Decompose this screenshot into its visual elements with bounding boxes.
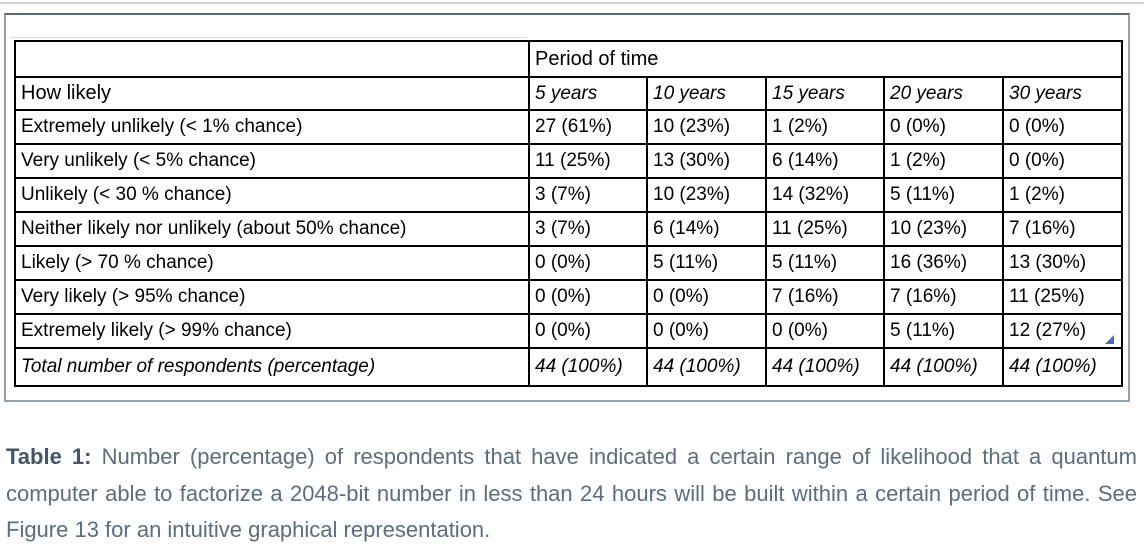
column-header-row: How likely 5 years 10 years 15 years 20 …: [14, 76, 1124, 111]
cell-value: 13 (30%): [1001, 245, 1124, 281]
cell-value: 5 (11%): [646, 245, 767, 281]
cell-value: 0 (0%): [528, 313, 648, 349]
cell-value: 12 (27%): [1001, 313, 1124, 349]
total-cell-value: 44 (100%): [528, 347, 648, 387]
cell-value: 0 (0%): [1001, 109, 1124, 145]
column-header-20-years: 20 years: [883, 76, 1004, 111]
cell-value: 11 (25%): [765, 211, 885, 247]
cell-value: 1 (2%): [765, 109, 885, 145]
cell-value: 3 (7%): [528, 211, 648, 247]
column-header-10-years: 10 years: [646, 76, 767, 111]
cell-value: 0 (0%): [646, 279, 767, 315]
cell-value: 0 (0%): [528, 279, 648, 315]
column-header-15-years: 15 years: [765, 76, 885, 111]
cell-value: 10 (23%): [646, 177, 767, 213]
empty-corner-cell: [14, 40, 530, 78]
table-total-row: Total number of respondents (percentage)…: [14, 347, 1124, 387]
total-row-label: Total number of respondents (percentage): [14, 347, 530, 387]
cell-value: 11 (25%): [1001, 279, 1124, 315]
cell-value: 10 (23%): [883, 211, 1004, 247]
spreadsheet-faint-gridline: [10, 37, 527, 38]
cell-value: 1 (2%): [1001, 177, 1124, 213]
column-header-5-years: 5 years: [528, 76, 648, 111]
results-table: Period of time How likely 5 years 10 yea…: [14, 40, 1124, 387]
cell-value: 1 (2%): [883, 143, 1004, 179]
table-row-neither: Neither likely nor unlikely (about 50% c…: [14, 211, 1124, 247]
period-header-row: Period of time: [14, 40, 1124, 78]
caption-label: Table 1:: [6, 444, 92, 469]
cell-value: 0 (0%): [765, 313, 885, 349]
caption-text: Number (percentage) of respondents that …: [6, 444, 1137, 542]
table-row-likely: Likely (> 70 % chance) 0 (0%) 5 (11%) 5 …: [14, 245, 1124, 281]
cell-value: 16 (36%): [883, 245, 1004, 281]
cell-value: 10 (23%): [646, 109, 767, 145]
row-label: Extremely unlikely (< 1% chance): [14, 109, 530, 145]
cell-value: 7 (16%): [1001, 211, 1124, 247]
row-label: Extremely likely (> 99% chance): [14, 313, 530, 349]
page-top-divider: [0, 2, 1144, 4]
row-label: Unlikely (< 30 % chance): [14, 177, 530, 213]
table-row-extremely-unlikely: Extremely unlikely (< 1% chance) 27 (61%…: [14, 109, 1124, 145]
cell-value: 3 (7%): [528, 177, 648, 213]
cell-value: 13 (30%): [646, 143, 767, 179]
cell-value: 14 (32%): [765, 177, 885, 213]
row-label: Very unlikely (< 5% chance): [14, 143, 530, 179]
cell-value: 0 (0%): [646, 313, 767, 349]
row-label: Very likely (> 95% chance): [14, 279, 530, 315]
cell-value: 7 (16%): [883, 279, 1004, 315]
table-row-very-unlikely: Very unlikely (< 5% chance) 11 (25%) 13 …: [14, 143, 1124, 179]
row-label: Neither likely nor unlikely (about 50% c…: [14, 211, 530, 247]
total-cell-value: 44 (100%): [1001, 347, 1124, 387]
table-row-extremely-likely: Extremely likely (> 99% chance) 0 (0%) 0…: [14, 313, 1124, 349]
cell-value: 7 (16%): [765, 279, 885, 315]
total-cell-value: 44 (100%): [765, 347, 885, 387]
how-likely-header: How likely: [14, 76, 530, 111]
cell-value: 0 (0%): [1001, 143, 1124, 179]
table-row-unlikely: Unlikely (< 30 % chance) 3 (7%) 10 (23%)…: [14, 177, 1124, 213]
total-cell-value: 44 (100%): [883, 347, 1004, 387]
table-caption: Table 1: Number (percentage) of responde…: [6, 439, 1137, 549]
cell-value: 6 (14%): [646, 211, 767, 247]
cell-value: 0 (0%): [883, 109, 1004, 145]
cell-value: 5 (11%): [765, 245, 885, 281]
total-cell-value: 44 (100%): [646, 347, 767, 387]
blue-corner-marker-icon: [1105, 335, 1114, 344]
cell-value: 5 (11%): [883, 177, 1004, 213]
period-of-time-header: Period of time: [527, 40, 1124, 78]
cell-value: 0 (0%): [528, 245, 648, 281]
row-label: Likely (> 70 % chance): [14, 245, 530, 281]
column-header-30-years: 30 years: [1001, 76, 1124, 111]
cell-value: 11 (25%): [528, 143, 648, 179]
table-row-very-likely: Very likely (> 95% chance) 0 (0%) 0 (0%)…: [14, 279, 1124, 315]
cell-value: 6 (14%): [765, 143, 885, 179]
cell-value: 27 (61%): [528, 109, 648, 145]
cell-value: 5 (11%): [883, 313, 1004, 349]
